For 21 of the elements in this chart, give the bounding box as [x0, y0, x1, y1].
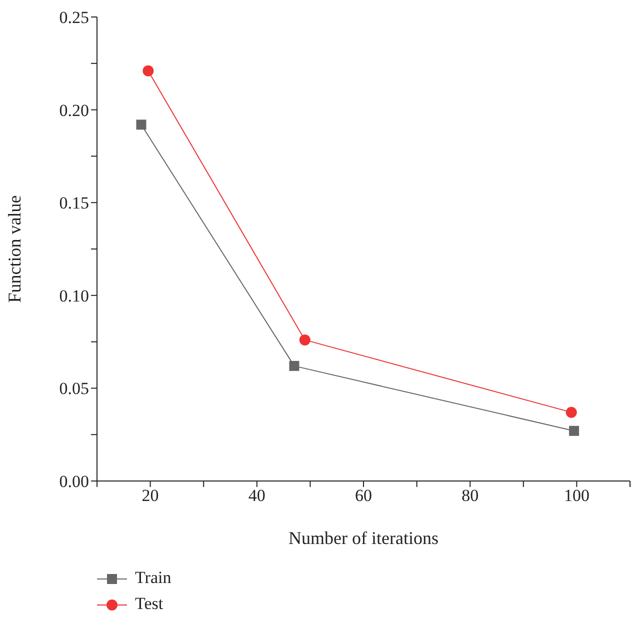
y-tick-label: 0.25: [59, 8, 89, 28]
legend-label: Train: [135, 568, 172, 587]
y-tick-label: 0.15: [59, 194, 89, 213]
point: [569, 426, 580, 436]
y-axis-title: Function value: [4, 195, 24, 303]
y-tick-label: 0.05: [59, 379, 89, 398]
x-tick-label: 40: [248, 486, 266, 506]
x-tick-label: 100: [564, 486, 590, 506]
point: [299, 334, 310, 346]
point: [566, 406, 577, 418]
y-tick-label: 0.20: [59, 100, 89, 120]
point: [289, 360, 300, 371]
y-tick-label: 0.10: [59, 286, 89, 306]
point: [136, 120, 146, 130]
point: [142, 65, 154, 76]
x-tick-label: 20: [142, 486, 159, 506]
x-axis-title: Number of iterations: [288, 528, 438, 548]
x-tick-label: 80: [462, 486, 479, 506]
y-tick-label: 0.00: [59, 472, 89, 492]
x-tick-label: 60: [355, 486, 372, 506]
legend-label: Test: [135, 594, 164, 613]
